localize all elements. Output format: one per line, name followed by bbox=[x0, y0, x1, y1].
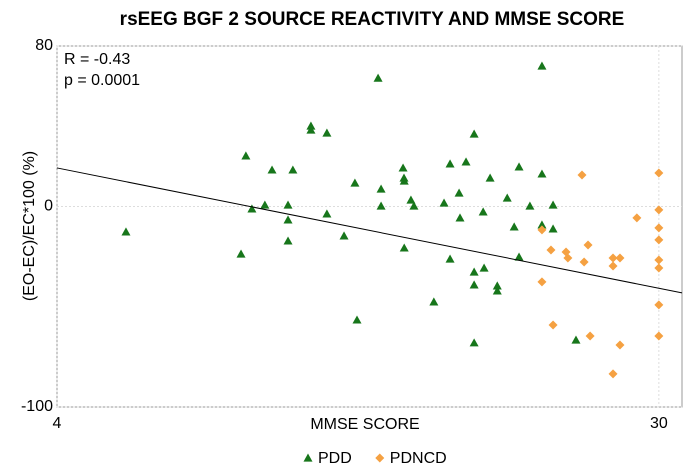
annotation: p = 0.0001 bbox=[64, 72, 140, 89]
point bbox=[322, 128, 332, 137]
point bbox=[514, 162, 524, 171]
point bbox=[399, 243, 409, 252]
point bbox=[283, 200, 293, 209]
point bbox=[548, 200, 558, 209]
plot-frame bbox=[56, 45, 683, 408]
point bbox=[608, 261, 618, 271]
point bbox=[579, 257, 589, 267]
point bbox=[409, 201, 419, 210]
point bbox=[350, 178, 360, 187]
legend-label: PDNCD bbox=[390, 450, 447, 467]
point bbox=[429, 297, 439, 306]
point bbox=[306, 125, 316, 134]
point bbox=[376, 184, 386, 193]
point bbox=[373, 73, 383, 82]
y-tick-label: -100 bbox=[21, 398, 53, 415]
point bbox=[352, 315, 362, 324]
point bbox=[654, 205, 664, 215]
point bbox=[537, 277, 547, 287]
legend-marker bbox=[303, 453, 313, 462]
point bbox=[654, 235, 664, 245]
x-tick-label: 30 bbox=[650, 415, 668, 432]
x-tick-label: 4 bbox=[53, 415, 62, 432]
point bbox=[546, 245, 556, 255]
point bbox=[121, 227, 131, 236]
y-tick-label: 0 bbox=[44, 198, 53, 215]
point bbox=[322, 209, 332, 218]
point bbox=[288, 165, 298, 174]
point bbox=[399, 176, 409, 185]
point bbox=[492, 286, 502, 295]
point bbox=[585, 331, 595, 341]
point bbox=[478, 207, 488, 216]
point bbox=[479, 263, 489, 272]
point bbox=[514, 252, 524, 261]
point bbox=[376, 201, 386, 210]
point bbox=[398, 163, 408, 172]
point bbox=[492, 281, 502, 290]
point bbox=[654, 255, 664, 265]
point bbox=[608, 253, 618, 263]
point bbox=[502, 193, 512, 202]
point bbox=[608, 369, 618, 379]
y-tick-label: 80 bbox=[35, 37, 53, 54]
annotation: R = -0.43 bbox=[64, 51, 130, 68]
point bbox=[525, 201, 535, 210]
point bbox=[537, 225, 547, 235]
point bbox=[267, 165, 277, 174]
point bbox=[563, 253, 573, 263]
point bbox=[445, 159, 455, 168]
point bbox=[654, 331, 664, 341]
point bbox=[283, 236, 293, 245]
legend-marker bbox=[375, 453, 385, 463]
point bbox=[548, 224, 558, 233]
point bbox=[454, 188, 464, 197]
point bbox=[455, 213, 465, 222]
x-axis-label: MMSE SCORE bbox=[310, 416, 419, 433]
point bbox=[469, 267, 479, 276]
point bbox=[236, 249, 246, 258]
point bbox=[406, 195, 416, 204]
legend-label: PDD bbox=[318, 450, 352, 467]
point bbox=[469, 280, 479, 289]
point bbox=[577, 170, 587, 180]
point bbox=[615, 340, 625, 350]
point bbox=[241, 151, 251, 160]
y-axis-label: (EO-EC)/EC*100 (%) bbox=[21, 151, 38, 301]
point bbox=[469, 129, 479, 138]
chart-title: rsEEG BGF 2 SOURCE REACTIVITY AND MMSE S… bbox=[120, 9, 625, 30]
point bbox=[509, 222, 519, 231]
point bbox=[615, 253, 625, 263]
point bbox=[439, 198, 449, 207]
point bbox=[247, 204, 257, 213]
point bbox=[283, 215, 293, 224]
point bbox=[260, 200, 270, 209]
point bbox=[537, 220, 547, 229]
point bbox=[654, 223, 664, 233]
point bbox=[485, 173, 495, 182]
point bbox=[469, 338, 479, 347]
point bbox=[537, 169, 547, 178]
point bbox=[654, 168, 664, 178]
fit-line bbox=[56, 167, 683, 294]
point bbox=[548, 320, 558, 330]
point bbox=[571, 335, 581, 344]
point bbox=[583, 240, 593, 250]
point bbox=[654, 263, 664, 273]
point bbox=[537, 61, 547, 70]
point bbox=[632, 213, 642, 223]
point bbox=[339, 231, 349, 240]
point bbox=[654, 300, 664, 310]
point bbox=[445, 254, 455, 263]
point bbox=[461, 157, 471, 166]
